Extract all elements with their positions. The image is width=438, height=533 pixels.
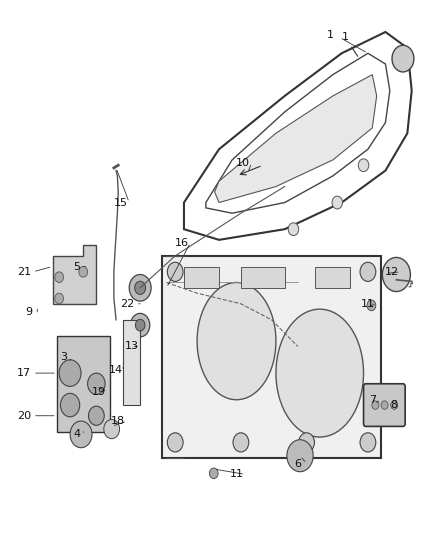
Polygon shape: [215, 75, 377, 203]
Polygon shape: [57, 336, 110, 432]
Circle shape: [88, 373, 105, 394]
Circle shape: [382, 257, 410, 292]
Circle shape: [391, 401, 398, 409]
Circle shape: [287, 440, 313, 472]
Polygon shape: [123, 320, 140, 405]
Text: 17: 17: [17, 368, 31, 378]
Ellipse shape: [197, 282, 276, 400]
Circle shape: [288, 223, 299, 236]
Circle shape: [392, 45, 414, 72]
Text: 1: 1: [342, 32, 358, 56]
Circle shape: [209, 468, 218, 479]
Circle shape: [360, 262, 376, 281]
Circle shape: [79, 266, 88, 277]
Circle shape: [358, 159, 369, 172]
Text: 7: 7: [369, 395, 376, 405]
Circle shape: [372, 401, 379, 409]
Circle shape: [131, 313, 150, 337]
Polygon shape: [315, 266, 350, 288]
Text: 22: 22: [120, 299, 134, 309]
Polygon shape: [184, 266, 219, 288]
Text: 16: 16: [175, 238, 189, 247]
Text: 14: 14: [109, 366, 123, 375]
Ellipse shape: [276, 309, 364, 437]
FancyBboxPatch shape: [364, 384, 405, 426]
Circle shape: [299, 433, 314, 452]
Text: 20: 20: [17, 411, 31, 421]
Text: 11: 11: [230, 470, 244, 479]
Circle shape: [381, 401, 388, 409]
Circle shape: [59, 360, 81, 386]
Circle shape: [167, 433, 183, 452]
Circle shape: [55, 293, 64, 304]
Circle shape: [104, 419, 120, 439]
Circle shape: [360, 433, 376, 452]
Circle shape: [55, 272, 64, 282]
Circle shape: [60, 393, 80, 417]
Text: 10: 10: [236, 158, 250, 167]
Text: 9: 9: [25, 307, 32, 317]
Text: 6: 6: [294, 459, 301, 469]
Circle shape: [367, 300, 376, 311]
Text: 13: 13: [124, 342, 138, 351]
Text: 18: 18: [111, 416, 125, 426]
Circle shape: [332, 196, 343, 209]
Text: 21: 21: [17, 267, 31, 277]
Text: 8: 8: [391, 400, 398, 410]
Text: 1: 1: [327, 30, 334, 39]
Text: 12: 12: [385, 267, 399, 277]
Text: 19: 19: [92, 387, 106, 397]
Text: 3: 3: [60, 352, 67, 362]
Polygon shape: [53, 245, 96, 304]
Polygon shape: [162, 256, 381, 458]
Text: 11: 11: [361, 299, 375, 309]
Circle shape: [233, 433, 249, 452]
Circle shape: [70, 421, 92, 448]
Text: 4: 4: [73, 430, 80, 439]
Circle shape: [167, 262, 183, 281]
Text: 5: 5: [73, 262, 80, 271]
Circle shape: [129, 274, 151, 301]
Text: 15: 15: [113, 198, 127, 207]
Circle shape: [135, 319, 145, 331]
Circle shape: [135, 281, 145, 294]
Polygon shape: [241, 266, 285, 288]
Circle shape: [88, 406, 104, 425]
